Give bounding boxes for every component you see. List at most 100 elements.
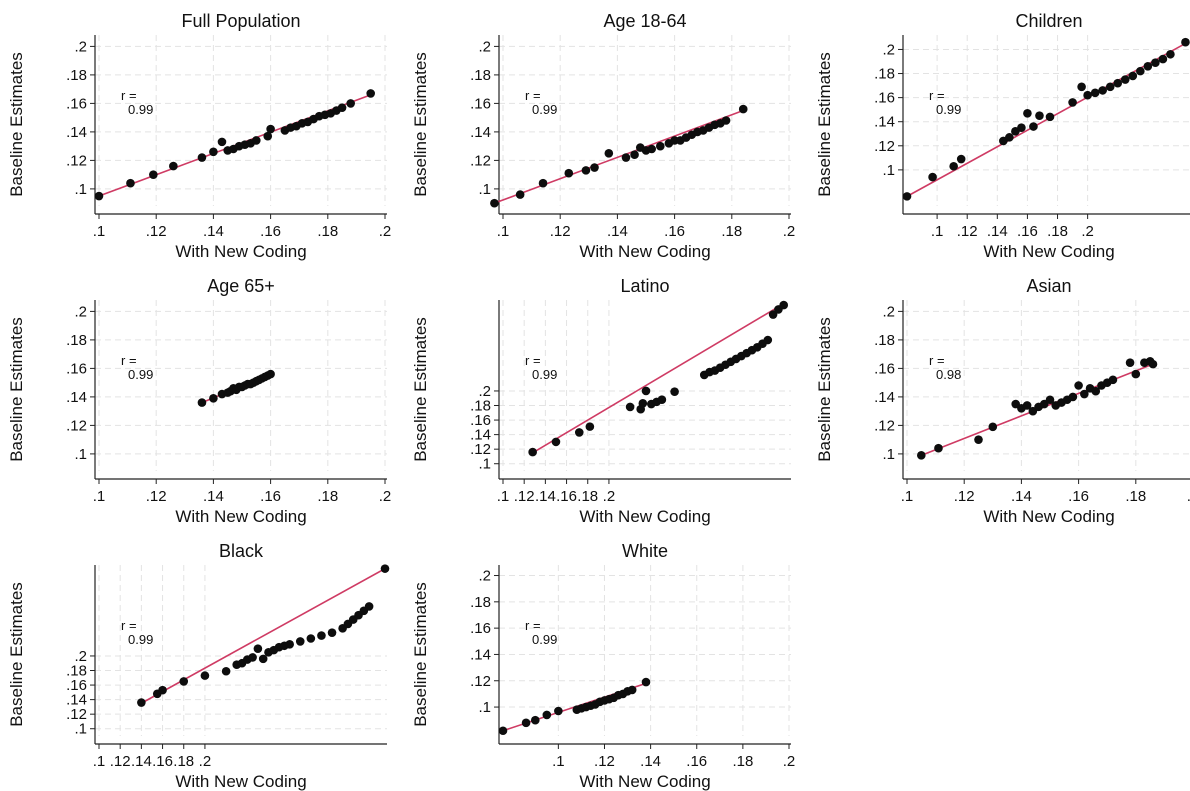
data-point	[1090, 88, 1100, 98]
fit-line	[532, 302, 785, 454]
x-tick-label: .14	[203, 488, 224, 505]
r-value: 0.99	[128, 102, 153, 117]
x-tick-label: .12	[514, 488, 535, 505]
y-tick-label: .12	[66, 706, 87, 723]
r-label: r =	[929, 88, 945, 103]
data-point	[1074, 381, 1083, 390]
y-tick-label: .2	[74, 38, 87, 55]
y-tick-label: .2	[478, 38, 491, 55]
panel-title: Latino	[620, 276, 669, 296]
x-tick-label: .18	[1125, 488, 1146, 505]
x-tick-label: .1	[931, 223, 944, 240]
data-point	[1181, 37, 1190, 47]
x-axis-label: With New Coding	[983, 242, 1114, 261]
data-point	[647, 144, 657, 154]
panel-age-18-64: .1 .12 .14 .16 .18 .2 .1 .12 .14 .16 .18 .2 Age 18-6…	[411, 11, 795, 261]
data-point	[253, 644, 263, 653]
r-label: r =	[525, 353, 541, 368]
x-tick-label: .2	[379, 223, 392, 240]
data-point	[1151, 58, 1160, 67]
x-axis-label: With New Coding	[983, 507, 1114, 526]
x-tick-label: .1	[497, 223, 510, 240]
data-point	[551, 437, 561, 447]
data-point	[1022, 401, 1032, 410]
y-axis-label: Baseline Estimates	[815, 52, 834, 197]
data-point	[266, 369, 275, 379]
panel-asian: .1 .12 .14 .16 .18 .2 .1 .12 .14 .16 .18 .2 Asian Wit…	[815, 276, 1190, 526]
data-point	[1068, 98, 1077, 107]
data-point	[1105, 82, 1115, 92]
x-tick-label: .12	[594, 753, 615, 770]
r-value: 0.99	[128, 632, 153, 647]
y-tick-label: .14	[470, 427, 491, 444]
data-point	[337, 103, 347, 112]
x-tick-label: .2	[379, 488, 392, 505]
x-tick-label: .2	[1187, 488, 1190, 505]
panel-children: .1 .12 .14 .16 .18 .2 .1 .12 .14 .16 .18 .2 Children…	[815, 11, 1190, 261]
y-tick-label: .2	[882, 303, 895, 320]
y-tick-label: .18	[470, 594, 491, 611]
y-tick-label: .2	[74, 648, 87, 665]
data-point	[179, 677, 189, 686]
x-tick-label: .18	[721, 223, 742, 240]
data-point	[585, 422, 595, 431]
data-point	[217, 137, 227, 147]
x-tick-label: .1	[552, 753, 565, 770]
x-axis-label: With New Coding	[175, 772, 306, 791]
x-tick-label: .18	[317, 488, 338, 505]
y-tick-label: .16	[66, 360, 87, 377]
panel-latino: .1.12.14.16.18.2.1.12.14.16.18.2LatinoWi…	[411, 276, 791, 526]
y-tick-label: .16	[470, 412, 491, 429]
y-tick-label: .12	[874, 138, 895, 155]
x-axis-label: With New Coding	[175, 242, 306, 261]
y-axis-label: Baseline Estimates	[7, 317, 26, 462]
x-tick-label: .1	[497, 488, 510, 505]
x-tick-label: .12	[957, 223, 978, 240]
x-tick-label: .16	[260, 488, 281, 505]
x-tick-label: .2	[1081, 223, 1094, 240]
data-point	[1166, 49, 1175, 59]
y-tick-label: .16	[66, 95, 87, 112]
x-tick-label: .14	[987, 223, 1008, 240]
x-tick-label: .18	[577, 488, 598, 505]
data-point	[988, 422, 998, 432]
data-point	[768, 310, 778, 319]
data-point	[1143, 62, 1153, 71]
x-tick-label: .14	[640, 753, 661, 770]
data-point	[721, 116, 731, 125]
data-point	[306, 634, 316, 643]
y-tick-label: .2	[74, 303, 87, 320]
data-point	[638, 399, 648, 408]
data-point	[779, 300, 789, 310]
data-point	[1136, 66, 1145, 76]
r-label: r =	[121, 618, 137, 633]
data-point	[1045, 112, 1055, 122]
data-point	[1005, 133, 1014, 142]
panel-title: Age 18-64	[603, 11, 686, 31]
y-tick-label: .18	[470, 398, 491, 415]
y-tick-label: .12	[470, 441, 491, 458]
y-tick-label: .16	[470, 620, 491, 637]
data-point	[1083, 90, 1092, 100]
y-tick-label: .1	[74, 721, 87, 738]
r-value: 0.99	[936, 102, 961, 117]
x-tick-label: .12	[550, 223, 571, 240]
r-label: r =	[525, 88, 541, 103]
y-tick-label: .14	[874, 114, 895, 131]
x-tick-label: .18	[317, 223, 338, 240]
fit-line	[494, 109, 744, 204]
data-point	[197, 398, 207, 407]
y-tick-label: .18	[66, 67, 87, 84]
data-point	[521, 718, 531, 728]
x-tick-label: .16	[1068, 488, 1089, 505]
data-point	[1128, 71, 1138, 81]
data-point	[317, 631, 326, 640]
data-point	[604, 148, 614, 158]
x-tick-label: .2	[783, 223, 796, 240]
data-point	[1080, 389, 1089, 399]
r-value: 0.98	[936, 367, 961, 382]
y-tick-label: .12	[66, 417, 87, 434]
y-axis-label: Baseline Estimates	[7, 52, 26, 197]
data-point	[763, 335, 773, 345]
y-tick-label: .2	[478, 568, 491, 585]
